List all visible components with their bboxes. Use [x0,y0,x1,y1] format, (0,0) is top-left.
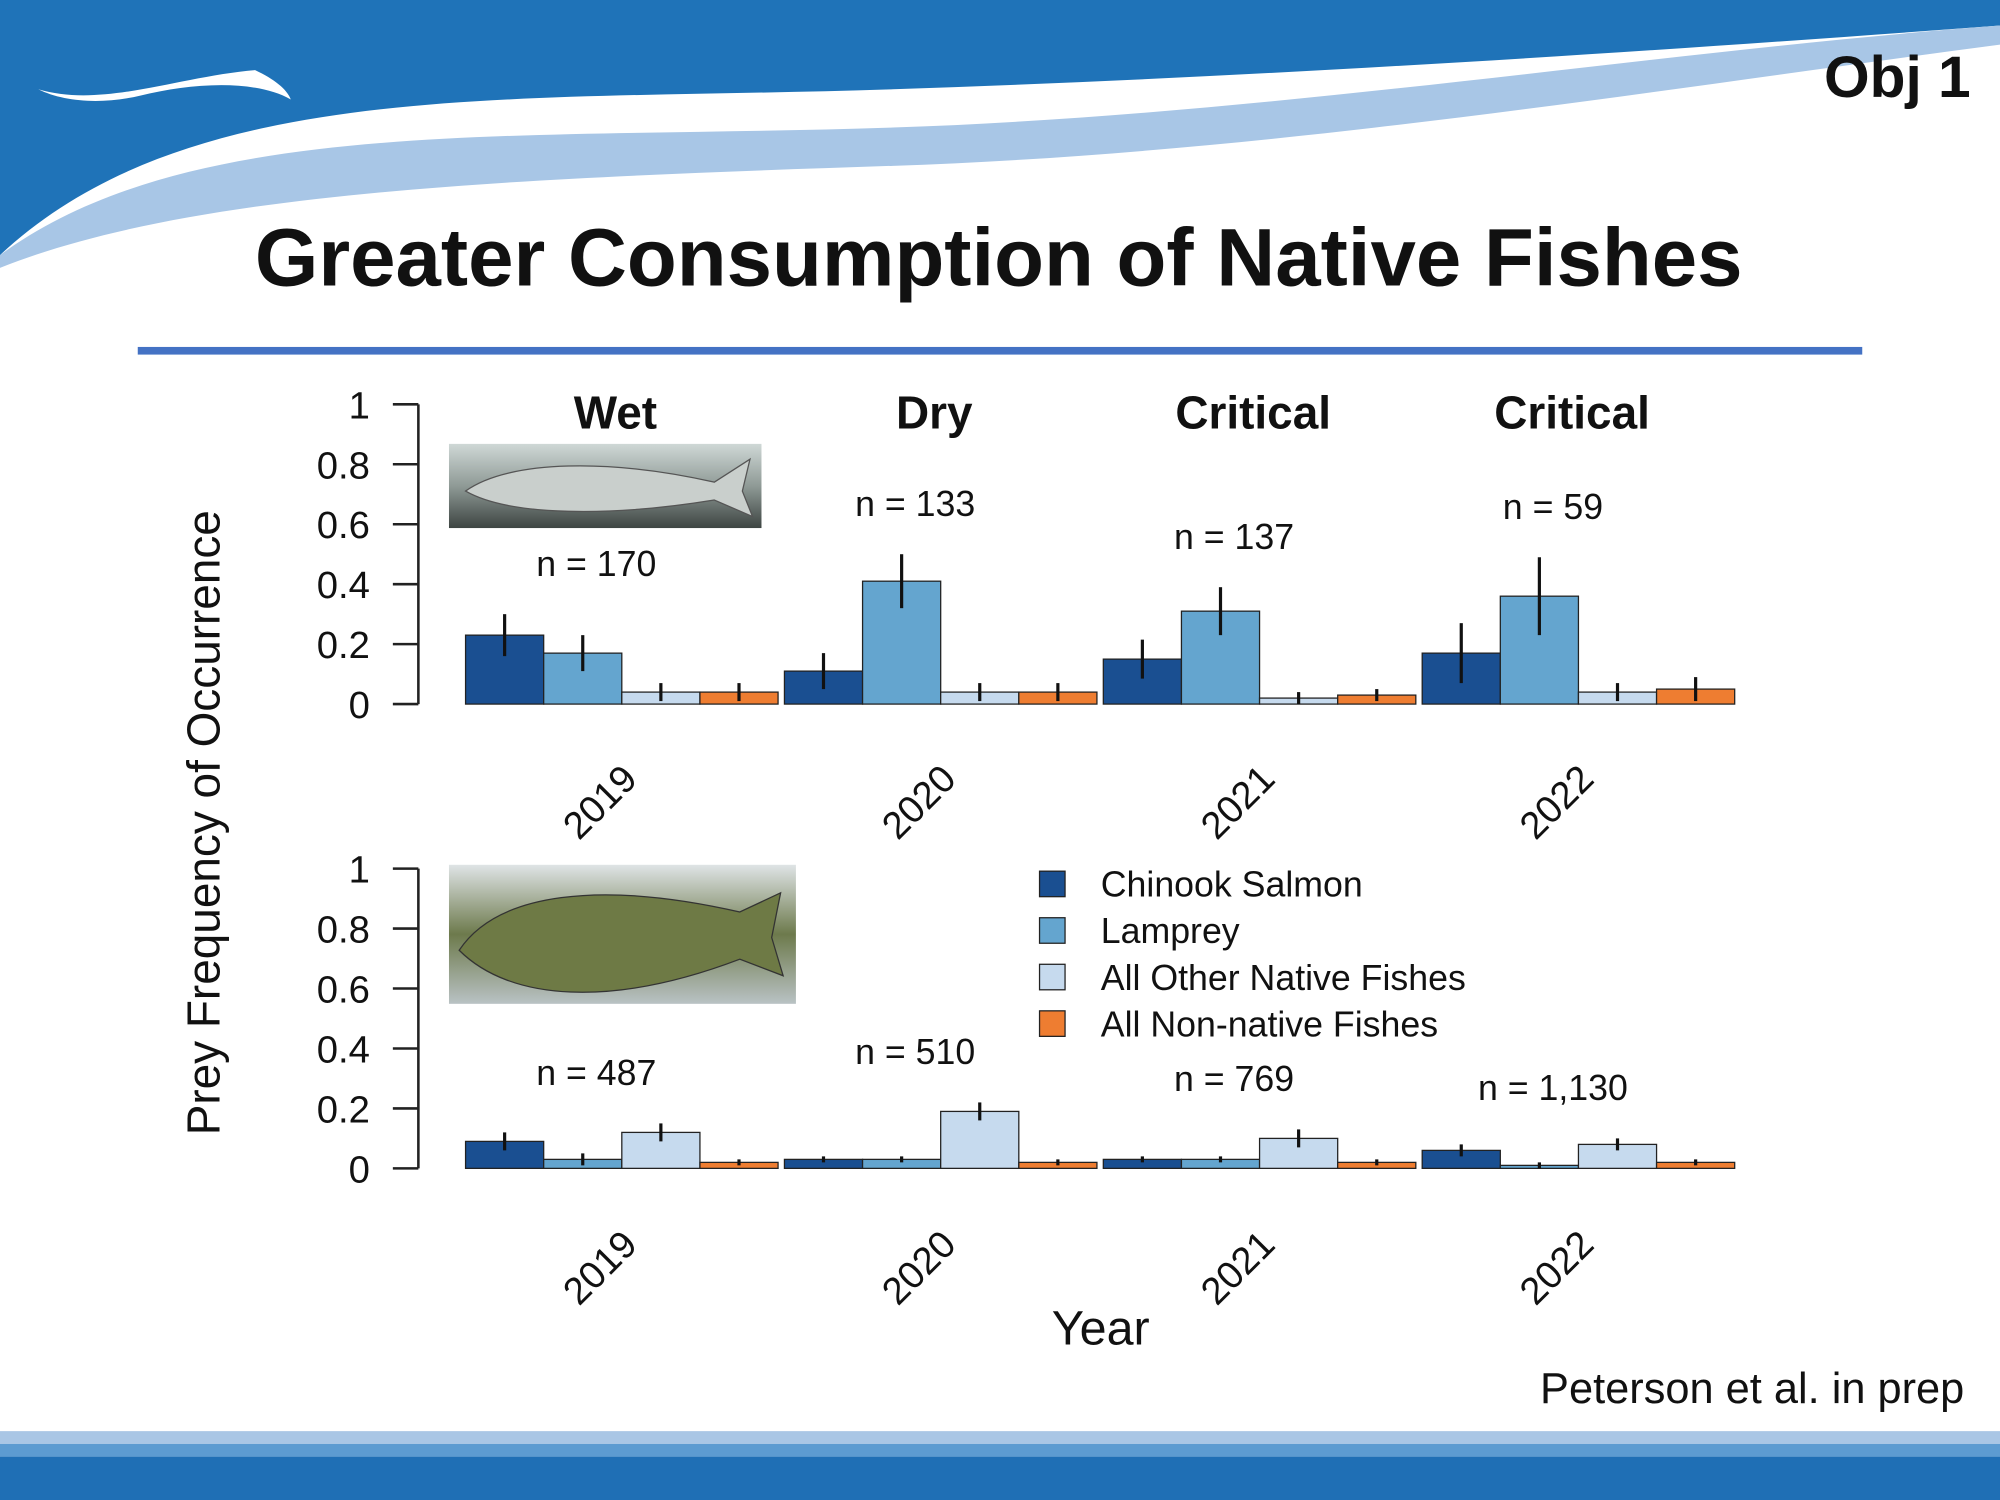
water-year-label: Dry [896,387,973,439]
bar [940,1110,1020,1170]
y-tick-label: 1 [349,384,370,427]
x-tick-label: 2021 [1193,757,1284,848]
legend-swatch [1038,1010,1066,1037]
x-tick-label: 2020 [874,757,965,848]
x-tick-label: 2019 [555,1223,646,1314]
x-tick-label: 2020 [874,1223,965,1314]
citation: Peterson et al. in prep [1540,1365,1964,1413]
legend-swatch [1038,870,1066,898]
bar [1180,610,1261,705]
sample-size-label: n = 510 [855,1032,975,1072]
y-axis-label: Prey Frequency of Occurrence [177,510,229,1135]
y-tick-label: 0.6 [317,969,370,1012]
legend-swatch [1038,963,1066,991]
striped-bass-photo [448,443,762,529]
slide-tag: Obj 1 [1824,45,1971,110]
y-tick-label: 0 [349,1148,370,1191]
largemouth-bass-photo [448,864,796,1004]
legend-label: Chinook Salmon [1101,865,1363,905]
legend-label: All Non-native Fishes [1101,1004,1438,1044]
sample-size-label: n = 59 [1503,487,1603,527]
y-tick-label: 1 [349,849,370,892]
title-rule [137,346,1863,355]
y-tick-label: 0.2 [317,624,370,667]
header-waves [0,0,2000,268]
x-tick-label: 2019 [555,757,646,848]
y-tick-label: 0.8 [317,909,370,952]
y-tick-label: 0.2 [317,1088,370,1131]
x-tick-label: 2022 [1512,757,1603,848]
legend-swatch [1038,917,1066,944]
x-tick-label: 2021 [1193,1223,1284,1314]
y-tick-label: 0 [349,684,370,727]
sample-size-label: n = 1,130 [1478,1068,1628,1108]
footer-bands [0,1431,2000,1500]
water-year-label: Wet [574,387,657,439]
legend-label: All Other Native Fishes [1101,958,1466,998]
x-axis-label: Year [1052,1301,1150,1355]
sample-size-label: n = 487 [536,1053,656,1093]
sample-size-label: n = 769 [1174,1059,1294,1099]
legend-label: Lamprey [1101,911,1240,951]
y-tick-label: 0.4 [317,564,370,607]
y-tick-label: 0.8 [317,444,370,487]
water-year-label: Critical [1175,387,1331,439]
y-tick-label: 0.4 [317,1029,370,1072]
x-tick-label: 2022 [1512,1223,1603,1314]
sample-size-label: n = 170 [536,544,656,584]
sample-size-label: n = 137 [1174,517,1294,557]
water-year-label: Critical [1494,387,1650,439]
slide-title: Greater Consumption of Native Fishes [255,213,1743,304]
sample-size-label: n = 133 [855,484,975,524]
y-tick-label: 0.6 [317,504,370,547]
